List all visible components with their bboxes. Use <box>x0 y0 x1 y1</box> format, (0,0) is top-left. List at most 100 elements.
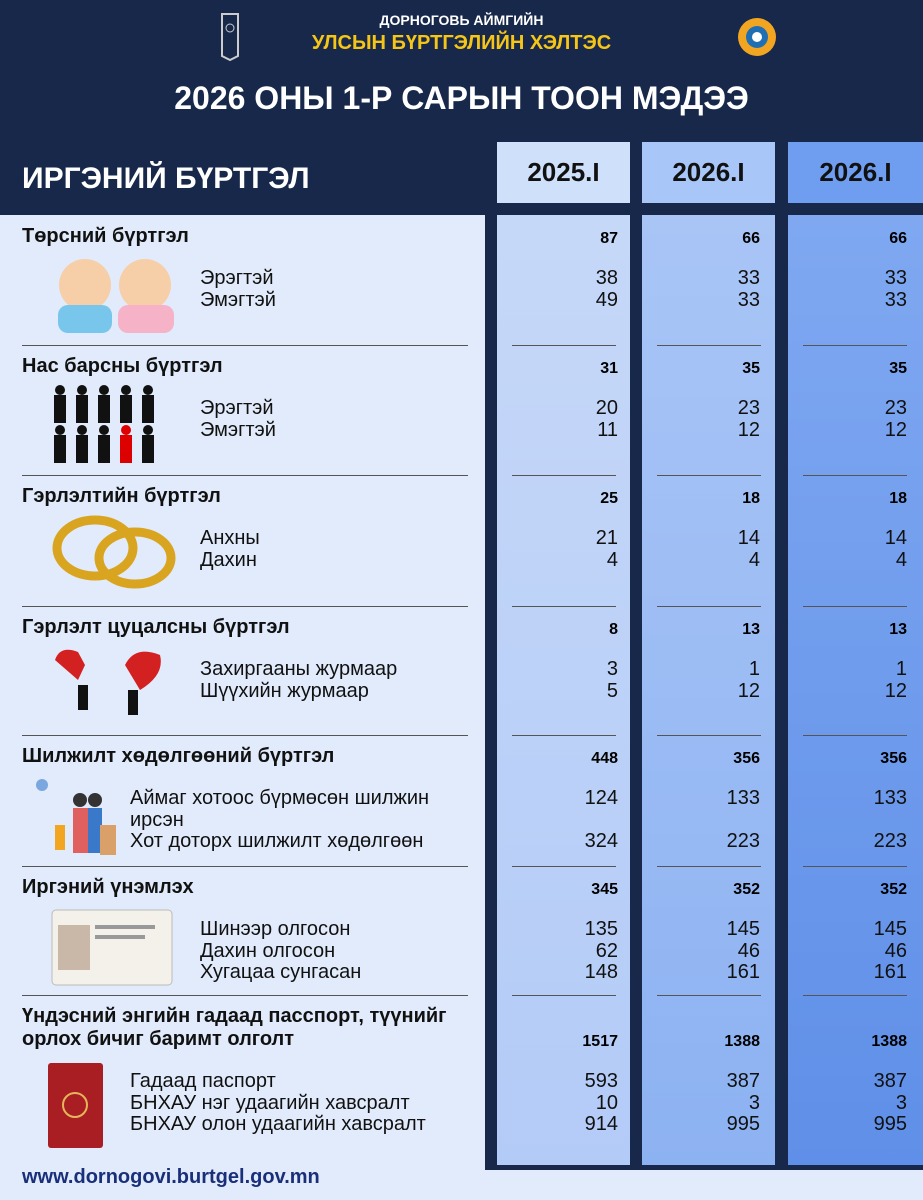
row-value: 46 <box>737 939 760 962</box>
row-value: 33 <box>737 267 760 289</box>
section-title-row: Иргэний үнэмлэх 345 352 352 <box>0 876 923 899</box>
row-label: БНХАУ олон удаагийн хавсралт <box>130 1113 426 1135</box>
row-label: Эмэгтэй <box>200 288 276 311</box>
row-label: Хот доторх шилжилт хөдөлгөөн <box>130 830 424 852</box>
family-icon <box>36 779 116 855</box>
separator <box>803 606 907 607</box>
org-line1: ДОРНОГОВЬ АЙМГИЙН <box>379 12 544 28</box>
section-total: 356 <box>880 750 907 767</box>
separator <box>512 866 616 867</box>
row: Хугацаа сунгасан 148 161 161 <box>0 961 923 984</box>
row-value: 387 <box>873 1070 907 1092</box>
section: Иргэний үнэмлэх 345 352 352 Шинээр олгосон 13… <box>0 876 923 984</box>
row: Аймаг хотоос бүрмөсөн шилжин ирсэн 124 133… <box>0 787 923 831</box>
row-label: Дахин олгосон <box>200 939 336 962</box>
row-value: 12 <box>737 418 760 441</box>
rows: Эрэгтэй 38 33 33 Эмэгтэй 49 33 33 <box>0 267 923 312</box>
section-total: 35 <box>742 360 760 377</box>
section-total: 1517 <box>582 1033 618 1050</box>
row-value: 223 <box>726 830 760 852</box>
row-value: 593 <box>584 1070 618 1092</box>
row-value: 33 <box>884 288 907 311</box>
row-label: Эмэгтэй <box>200 418 276 441</box>
row-value: 14 <box>737 527 760 549</box>
row-value: 33 <box>737 288 760 311</box>
row-value: 23 <box>884 397 907 419</box>
separator <box>803 475 907 476</box>
separator <box>803 345 907 346</box>
row-value: 4 <box>748 548 760 571</box>
row: Эмэгтэй 11 12 12 <box>0 418 923 442</box>
section-total: 25 <box>600 490 618 507</box>
footer-url: www.dornogovi.burtgel.gov.mn <box>22 1166 320 1188</box>
row-value: 4 <box>895 548 907 571</box>
row-label: Эрэгтэй <box>200 397 274 419</box>
section-total: 13 <box>889 621 907 638</box>
row-value: 11 <box>597 418 618 441</box>
row: Хот доторх шилжилт хөдөлгөөн 324 223 223 <box>0 830 923 853</box>
section: Гэрлэлтийн бүртгэл 25 18 18 Анхны 21 14 14 Дахин… <box>0 485 923 571</box>
section-title: Иргэний үнэмлэх <box>22 876 194 898</box>
org-line2: УЛСЫН БҮРТГЭЛИЙН ХЭЛТЭС <box>311 32 612 54</box>
rows: Эрэгтэй 20 23 23 Эмэгтэй 11 12 12 <box>0 397 923 442</box>
section-title: Гэрлэлтийн бүртгэл <box>22 485 221 507</box>
row-value: 3 <box>895 1091 907 1114</box>
separator <box>803 866 907 867</box>
row-label: Шүүхийн журмаар <box>200 679 369 702</box>
row: Эрэгтэй 20 23 23 <box>0 397 923 420</box>
section: Гэрлэлт цуцалсны бүртгэл 8 13 13 Захиргааны … <box>0 616 923 702</box>
section: Үндэсний энгийн гадаад пасспорт, түүнийг… <box>0 1005 923 1136</box>
row-value: 148 <box>584 961 618 983</box>
row-label: Дахин <box>200 548 257 571</box>
separator <box>22 866 468 867</box>
row-label: Эрэгтэй <box>200 267 274 289</box>
logo <box>738 18 776 56</box>
section-title: Үндэсний энгийн гадаад пасспорт, түүнийг… <box>22 1005 447 1050</box>
separator <box>22 475 468 476</box>
separator <box>803 995 907 996</box>
separator <box>512 475 616 476</box>
row-value: 62 <box>595 939 618 962</box>
row-value: 49 <box>595 288 618 311</box>
row: Эмэгтэй 49 33 33 <box>0 288 923 312</box>
rings-icon <box>52 515 176 589</box>
row-value: 133 <box>873 787 907 809</box>
row-value: 1 <box>748 658 760 680</box>
section-title-row: Үндэсний энгийн гадаад пасспорт, түүнийг… <box>0 1005 923 1051</box>
section-total: 448 <box>591 750 618 767</box>
separator <box>657 866 761 867</box>
row-value: 21 <box>595 527 618 549</box>
section-total: 356 <box>733 750 760 767</box>
row: Захиргааны журмаар 3 1 1 <box>0 658 923 681</box>
column-bg <box>642 215 775 1165</box>
row-value: 161 <box>726 961 760 983</box>
row-value: 1 <box>895 658 907 680</box>
row-value: 23 <box>737 397 760 419</box>
section-total: 1388 <box>724 1033 760 1050</box>
section-title-row: Гэрлэлт цуцалсны бүртгэл 8 13 13 <box>0 616 923 639</box>
section-title-row: Нас барсны бүртгэл 31 35 35 <box>0 355 923 378</box>
row: Шүүхийн журмаар 5 12 12 <box>0 679 923 703</box>
row-value: 10 <box>595 1091 618 1114</box>
separator <box>657 345 761 346</box>
section-total: 66 <box>742 230 760 247</box>
rows: Анхны 21 14 14 Дахин 4 4 4 <box>0 527 923 572</box>
row-value: 124 <box>584 787 618 809</box>
row-value: 12 <box>737 679 760 702</box>
separator <box>657 475 761 476</box>
row-value: 20 <box>595 397 618 419</box>
separator <box>22 995 468 996</box>
row: Дахин 4 4 4 <box>0 548 923 572</box>
section-title: Шилжилт хөдөлгөөний бүртгэл <box>22 745 335 767</box>
row-value: 914 <box>584 1113 618 1135</box>
section-title: Нас барсны бүртгэл <box>22 355 223 377</box>
table-heading: ИРГЭНИЙ БҮРТГЭЛ <box>22 162 310 195</box>
section-total: 13 <box>742 621 760 638</box>
page-title: 2026 ОНЫ 1-Р САРЫН ТООН МЭДЭЭ <box>174 80 749 116</box>
section-total: 18 <box>742 490 760 507</box>
column-header: 2025.I <box>497 142 630 203</box>
column-bg <box>788 215 923 1165</box>
section-title: Гэрлэлт цуцалсны бүртгэл <box>22 616 290 638</box>
